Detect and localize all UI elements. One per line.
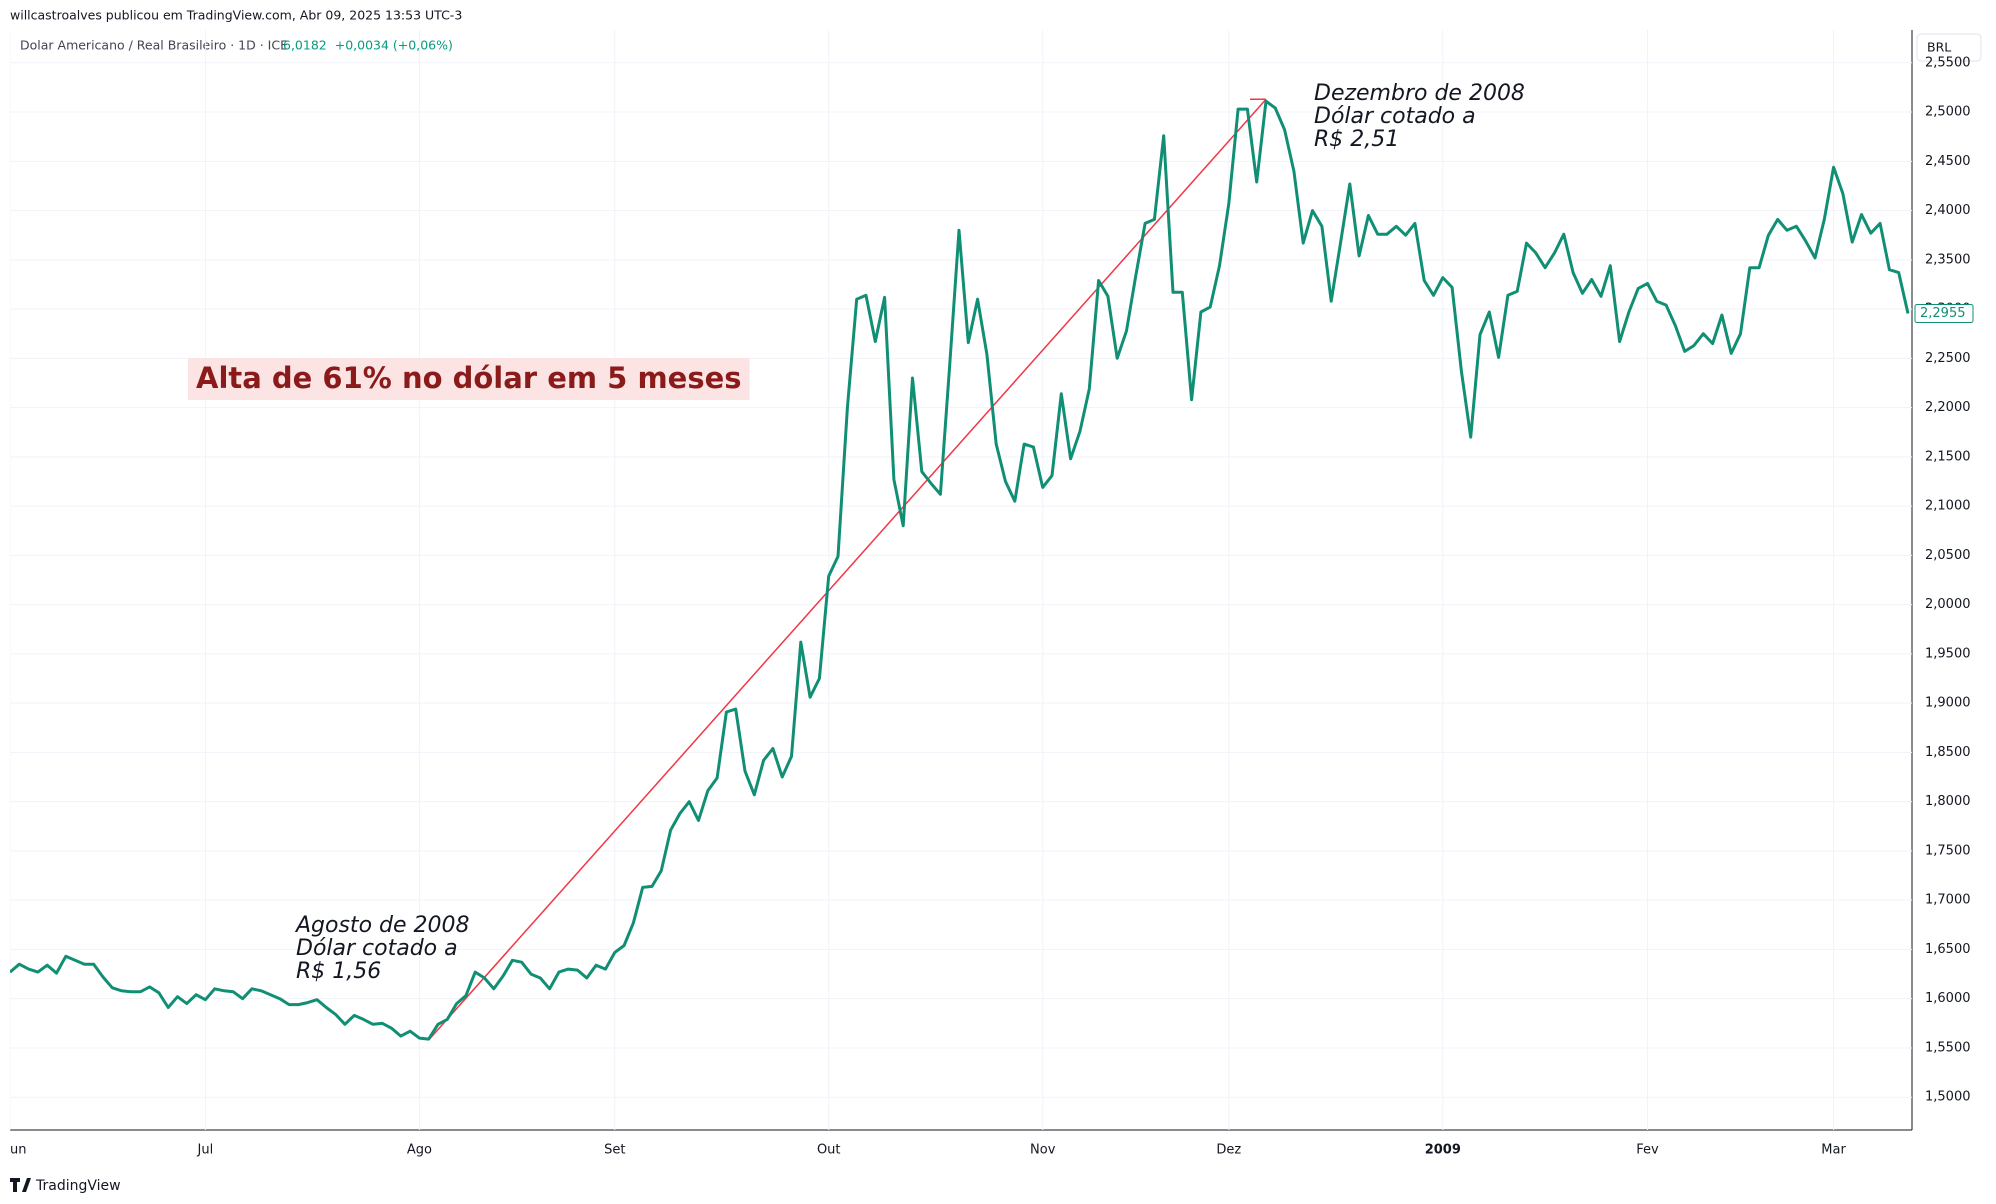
- symbol: Dolar Americano / Real Brasileiro · 1D ·…: [20, 38, 288, 53]
- x-tick-label: Out: [817, 1143, 841, 1158]
- start-note: Agosto de 2008: [294, 913, 470, 938]
- last-price-box: [1914, 304, 1974, 324]
- y-tick-label: 1,8500: [1925, 745, 1971, 760]
- y-tick-label: 1,5500: [1925, 1040, 1971, 1055]
- x-tick-label: Dez: [1216, 1143, 1241, 1158]
- change: +0,0034 (+0,06%): [335, 38, 453, 53]
- y-tick-label: 2,3500: [1925, 252, 1971, 267]
- y-tick-label: 1,6500: [1925, 942, 1971, 957]
- currency[interactable]: BRL: [1927, 40, 1951, 55]
- price-line: [10, 99, 1910, 1041]
- y-tick-label: 1,7000: [1925, 893, 1971, 908]
- trend-line: [428, 98, 1267, 1041]
- brand: TradingView: [35, 1178, 121, 1194]
- headline-box: [188, 358, 750, 400]
- y-tick-label: 2,1500: [1925, 449, 1971, 464]
- y-tick-label: 1,6000: [1925, 991, 1971, 1006]
- last-price-label: 2,2955: [1920, 306, 1966, 321]
- y-tick-label: 1,5000: [1925, 1090, 1971, 1105]
- x-tick-label: Ago: [407, 1143, 432, 1158]
- x-tick-label: Nov: [1030, 1143, 1056, 1158]
- x-tick-label: Mar: [1821, 1143, 1846, 1158]
- plot: un Jul Ago Set Out Nov Dez 2009 Fev Mar: [10, 30, 1912, 1158]
- start-note: R$ 1,56: [296, 959, 381, 984]
- currency-box[interactable]: [1916, 33, 1982, 62]
- y-tick-label: 2,5000: [1925, 105, 1971, 120]
- price: 6,0182: [283, 38, 327, 53]
- end-note: Dólar cotado a: [1314, 104, 1476, 129]
- y-tick-label: 2,4500: [1925, 154, 1971, 169]
- x-tick-label: 2009: [1425, 1143, 1461, 1158]
- y-tick-label: 1,7500: [1925, 843, 1971, 858]
- x-tick-label: Set: [604, 1143, 625, 1158]
- logo: TradingView: [10, 1178, 121, 1194]
- x-tick-label: Jul: [197, 1143, 214, 1158]
- y-tick-label: 1,9000: [1925, 696, 1971, 711]
- start-note: Dólar cotado a: [296, 936, 458, 961]
- y-tick-label: 2,1000: [1925, 499, 1971, 514]
- end-note: Dezembro de 2008: [1314, 81, 1525, 106]
- y-tick-label: 2,2500: [1925, 351, 1971, 366]
- y-tick-label: 2,0500: [1925, 548, 1971, 563]
- y-tick-label: 2,0000: [1925, 597, 1971, 612]
- x-tick-label: Fev: [1636, 1143, 1659, 1158]
- x-tick-label: un: [10, 1143, 26, 1158]
- end-note: R$ 2,51: [1314, 127, 1399, 152]
- y-tick-label: 1,9500: [1925, 646, 1971, 661]
- y-tick-label: 2,4000: [1925, 203, 1971, 218]
- y-tick-label: 2,5500: [1925, 55, 1971, 70]
- y-tick-label: 1,8000: [1925, 794, 1971, 809]
- headline: Alta de 61% no dólar em 5 meses: [196, 361, 742, 395]
- publisher: willcastroalves publicou em TradingView.…: [10, 8, 462, 23]
- y-tick-label: 2,2000: [1925, 400, 1971, 415]
